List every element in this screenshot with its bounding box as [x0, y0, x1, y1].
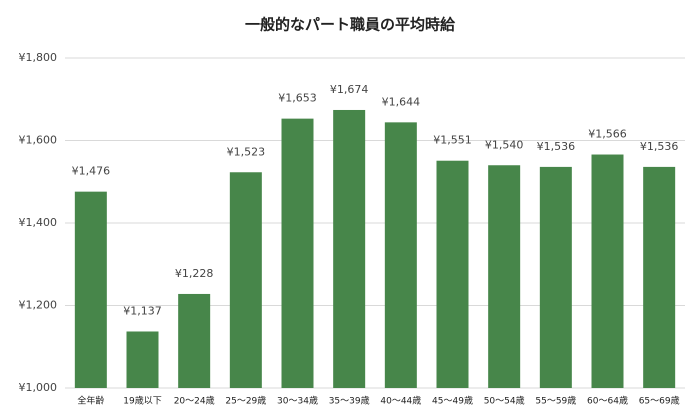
x-tick-label: 40～44歳 [380, 395, 421, 407]
bar [74, 191, 107, 388]
value-label: ¥1,536 [537, 140, 576, 153]
y-tick-label: ¥1,000 [19, 381, 58, 394]
bar [229, 172, 262, 388]
y-tick-label: ¥1,800 [19, 51, 58, 64]
value-label: ¥1,228 [175, 267, 214, 280]
value-label: ¥1,476 [72, 165, 111, 178]
value-label: ¥1,137 [123, 304, 162, 317]
bar [488, 165, 521, 388]
x-tick-label: 20～24歳 [174, 395, 215, 407]
bar [539, 166, 572, 388]
bar [126, 331, 159, 388]
y-tick-label: ¥1,400 [19, 216, 58, 229]
bar [591, 154, 624, 388]
chart-title: 一般的なパート職員の平均時給 [245, 16, 456, 34]
x-tick-label: 65～69歳 [639, 395, 680, 407]
x-tick-label: 25～29歳 [225, 395, 266, 407]
y-tick-label: ¥1,200 [19, 299, 58, 312]
x-tick-label: 45～49歳 [432, 395, 473, 407]
value-label: ¥1,653 [278, 92, 317, 105]
bar [333, 109, 366, 388]
x-tick-label: 全年齢 [77, 395, 104, 407]
x-tick-label: 60～64歳 [587, 395, 628, 407]
value-label: ¥1,551 [433, 134, 472, 147]
x-tick-label: 55～59歳 [535, 395, 576, 407]
x-tick-label: 50～54歳 [484, 395, 525, 407]
value-label: ¥1,644 [382, 95, 421, 108]
x-tick-label: 30～34歳 [277, 395, 318, 407]
bar [178, 293, 211, 388]
bar [436, 160, 469, 388]
value-label: ¥1,523 [227, 145, 266, 158]
x-tick-label: 19歳以下 [123, 395, 161, 407]
value-label: ¥1,566 [588, 128, 627, 141]
bar [281, 118, 314, 388]
y-tick-label: ¥1,600 [19, 134, 58, 147]
value-label: ¥1,540 [485, 138, 524, 151]
bar [643, 166, 676, 388]
bar [384, 122, 417, 388]
value-label: ¥1,536 [640, 140, 679, 153]
value-label: ¥1,674 [330, 83, 369, 96]
x-tick-label: 35～39歳 [329, 395, 370, 407]
